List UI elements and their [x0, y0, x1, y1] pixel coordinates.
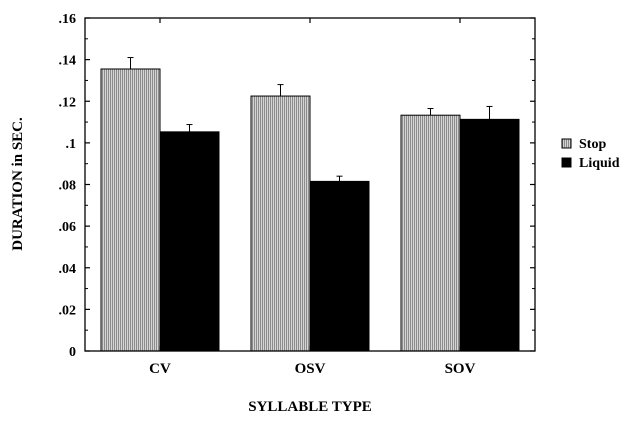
legend-label-liquid: Liquid [579, 156, 620, 171]
y-tick-label: .14 [59, 54, 77, 69]
y-tick-label: .02 [59, 303, 77, 318]
y-tick-label: .06 [59, 220, 77, 235]
bar-liquid-osv [310, 181, 369, 351]
bar-liquid-sov [460, 119, 519, 351]
y-tick-label: .1 [66, 137, 77, 152]
legend-swatch-liquid [562, 158, 571, 167]
bar-liquid-cv [160, 132, 219, 351]
legend: Stop Liquid [562, 137, 620, 171]
legend-label-stop: Stop [579, 137, 606, 152]
x-tick-label: OSV [295, 361, 326, 377]
y-tick-label: .12 [59, 95, 77, 110]
bars-layer [101, 69, 519, 351]
y-tick-label: .16 [59, 12, 77, 27]
y-axis-title: DURATION in SEC. [10, 117, 26, 251]
bar-stop-osv [251, 96, 310, 351]
x-tick-label: SOV [445, 361, 476, 377]
bar-stop-cv [101, 69, 160, 351]
x-tick-label: CV [149, 361, 171, 377]
y-tick-label: .08 [59, 179, 77, 194]
legend-swatch-stop [562, 139, 571, 148]
bar-stop-sov [401, 115, 460, 351]
y-tick-label: .04 [59, 262, 77, 277]
x-axis-title: SYLLABLE TYPE [248, 399, 372, 415]
y-tick-label: 0 [69, 345, 76, 360]
